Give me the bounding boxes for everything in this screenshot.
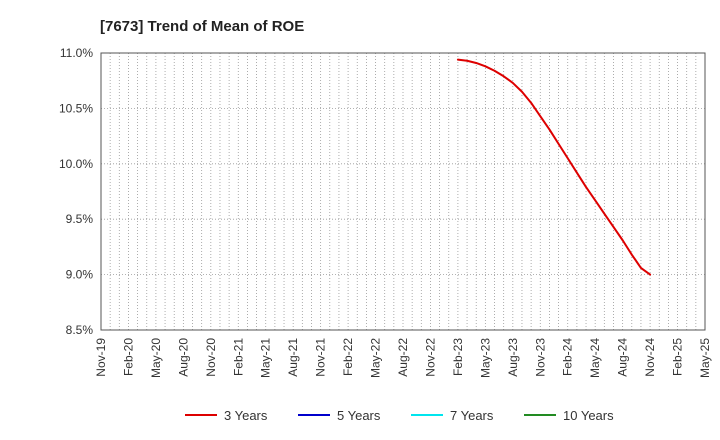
plot-frame <box>100 52 706 331</box>
legend-label: 10 Years <box>563 408 614 423</box>
x-tick-label: Aug-20 <box>176 338 190 377</box>
y-tick-label: 11.0% <box>60 46 93 60</box>
x-tick-label: Nov-19 <box>94 338 108 377</box>
x-tick-label: Aug-23 <box>506 338 520 377</box>
x-tick-label: Feb-24 <box>561 338 575 376</box>
x-tick-label: Nov-22 <box>423 338 437 377</box>
x-tick-label: May-24 <box>588 338 602 378</box>
x-tick-label: Feb-21 <box>231 338 245 376</box>
series-line-3-years <box>456 58 652 276</box>
x-tick-label: Feb-23 <box>451 338 465 376</box>
x-tick-label: Nov-21 <box>314 338 328 377</box>
x-tick-label: Feb-22 <box>341 338 355 376</box>
x-tick-label: Aug-22 <box>396 338 410 377</box>
x-tick-label: Aug-21 <box>286 338 300 377</box>
legend: 3 Years 5 Years 7 Years 10 Years <box>185 408 614 423</box>
grid <box>101 53 705 330</box>
x-tick-label: Nov-23 <box>533 338 547 377</box>
y-tick-label: 9.5% <box>66 212 94 226</box>
y-tick-label: 8.5% <box>66 323 94 337</box>
x-tick-label: May-25 <box>698 338 712 378</box>
x-tick-label: Feb-25 <box>671 338 685 376</box>
chart-title: [7673] Trend of Mean of ROE <box>100 18 304 35</box>
x-tick-label: Nov-24 <box>643 338 657 377</box>
y-tick-label: 9.0% <box>66 268 94 282</box>
x-tick-label: May-23 <box>478 338 492 378</box>
y-axis-ticks: 11.0% 10.5% 10.0% 9.5% 9.0% 8.5% <box>59 46 93 337</box>
legend-label: 3 Years <box>224 408 268 423</box>
x-tick-label: May-22 <box>369 338 383 378</box>
y-tick-label: 10.0% <box>59 157 93 171</box>
y-tick-label: 10.5% <box>59 101 93 115</box>
series-lines <box>456 58 652 276</box>
x-axis-ticks: Nov-19 Feb-20 May-20 Aug-20 Nov-20 Feb-21 May-… <box>94 338 712 378</box>
legend-label: 5 Years <box>337 408 381 423</box>
x-tick-label: Nov-20 <box>204 338 218 377</box>
legend-label: 7 Years <box>450 408 494 423</box>
x-tick-label: May-20 <box>149 338 163 378</box>
x-tick-label: May-21 <box>259 338 273 378</box>
x-tick-label: Aug-24 <box>616 338 630 377</box>
x-tick-label: Feb-20 <box>121 338 135 376</box>
